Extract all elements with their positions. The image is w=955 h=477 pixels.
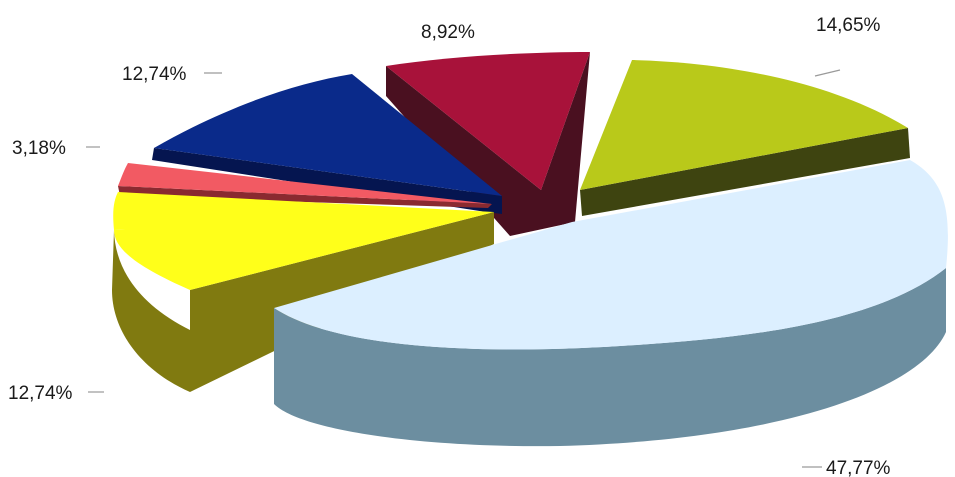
label-12-74-blue: 12,74% (122, 64, 187, 85)
leader-line-14-65 (815, 70, 840, 76)
label-47-77: 47,77% (826, 458, 891, 477)
label-14-65: 14,65% (816, 15, 881, 36)
label-8-92: 8,92% (421, 22, 475, 43)
label-12-74-yellow: 12,74% (8, 383, 73, 404)
label-3-18: 3,18% (12, 138, 66, 159)
